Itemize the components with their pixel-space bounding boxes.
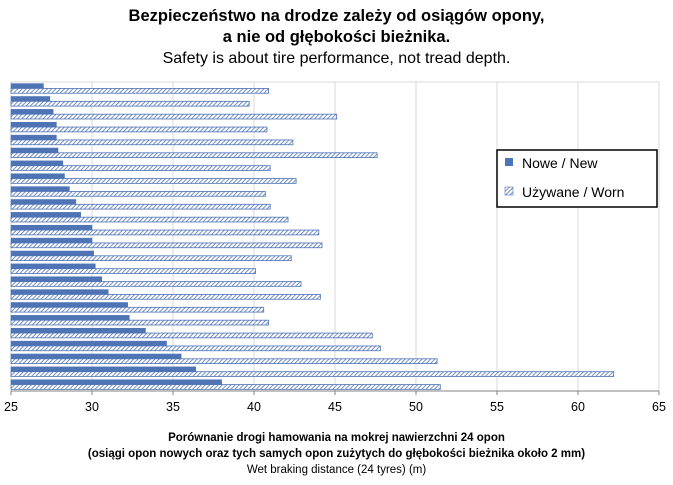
legend: Nowe / New Używane / Worn (496, 149, 658, 208)
x-tick-label-45: 45 (328, 400, 342, 414)
bar-new-11 (10, 212, 81, 218)
bar-worn-5 (10, 139, 294, 146)
bar-new-20 (10, 327, 146, 334)
bar-new-2 (10, 96, 51, 102)
bar-new-8 (10, 173, 65, 179)
bar-worn-10 (10, 203, 271, 210)
x-axis-title-english: Wet braking distance (24 tyres) (m) (246, 464, 427, 476)
x-tick-label-60: 60 (571, 400, 585, 414)
bar-worn-12 (10, 229, 320, 236)
bar-worn-21 (10, 345, 381, 352)
bar-new-4 (10, 121, 57, 128)
x-tick-label-25: 25 (4, 400, 18, 414)
bar-new-19 (10, 315, 130, 321)
bar-new-18 (10, 302, 128, 308)
bar-worn-7 (10, 165, 271, 171)
title-english: Safety is about tire performance, not tr… (162, 50, 511, 67)
legend-swatch-worn (504, 186, 514, 196)
bar-new-10 (10, 199, 77, 205)
bar-new-1 (10, 83, 44, 89)
bar-new-12 (10, 224, 93, 231)
bar-worn-19 (10, 319, 269, 326)
bar-worn-20 (10, 332, 373, 339)
x-tick-label-30: 30 (85, 400, 99, 414)
x-tick-label-35: 35 (166, 400, 180, 414)
bar-new-22 (10, 353, 182, 360)
bar-new-14 (10, 250, 94, 257)
bar-worn-14 (10, 255, 292, 262)
bar-worn-18 (10, 306, 265, 313)
x-axis-title-line-2: (osiągi opon nowych oraz tych samych opo… (87, 448, 586, 460)
bar-worn-4 (10, 126, 268, 133)
bar-worn-16 (10, 281, 302, 287)
bar-new-5 (10, 134, 57, 141)
bar-worn-8 (10, 178, 297, 184)
bar-new-9 (10, 186, 70, 192)
x-axis-title-line-1: Porównanie drogi hamowania na mokrej naw… (168, 432, 505, 444)
x-axis-title: Porównanie drogi hamowania na mokrej naw… (0, 430, 673, 478)
bar-worn-15 (10, 268, 257, 274)
legend-box (496, 149, 658, 208)
bar-new-23 (10, 366, 196, 372)
bar-new-7 (10, 160, 64, 166)
bars (10, 83, 615, 390)
gridlines (10, 81, 660, 392)
x-axis: 25 30 35 40 45 50 55 60 65 (4, 390, 666, 414)
bar-new-6 (10, 147, 59, 154)
bar-new-24 (10, 379, 222, 385)
bar-new-15 (10, 263, 96, 269)
x-tick-label-50: 50 (409, 400, 423, 414)
bar-worn-2 (10, 100, 250, 107)
legend-label-new: Nowe / New (522, 155, 598, 171)
bar-worn-24 (10, 384, 441, 390)
bar-worn-9 (10, 191, 266, 197)
bar-new-16 (10, 276, 103, 282)
x-tick-label-40: 40 (247, 400, 261, 414)
bar-worn-17 (10, 294, 321, 300)
legend-label-worn: Używane / Worn (522, 184, 624, 200)
bar-worn-1 (10, 88, 269, 94)
bar-new-13 (10, 237, 93, 244)
chart-title: Bezpieczeństwo na drodze zależy od osiąg… (0, 6, 673, 69)
title-polish-line-1: Bezpieczeństwo na drodze zależy od osiąg… (128, 7, 545, 25)
bar-worn-6 (10, 152, 378, 159)
bar-new-3 (10, 109, 54, 115)
bar-new-21 (10, 340, 167, 347)
x-tick-label-55: 55 (490, 400, 504, 414)
bar-worn-13 (10, 242, 323, 249)
bar-new-17 (10, 289, 109, 295)
title-polish-line-2: a nie od głębokości bieżnika. (222, 28, 451, 46)
bar-worn-23 (10, 371, 615, 377)
legend-swatch-new (505, 158, 513, 166)
bar-worn-3 (10, 113, 338, 120)
x-tick-label-65: 65 (652, 400, 666, 414)
bar-worn-11 (10, 216, 289, 223)
bar-worn-22 (10, 358, 438, 365)
